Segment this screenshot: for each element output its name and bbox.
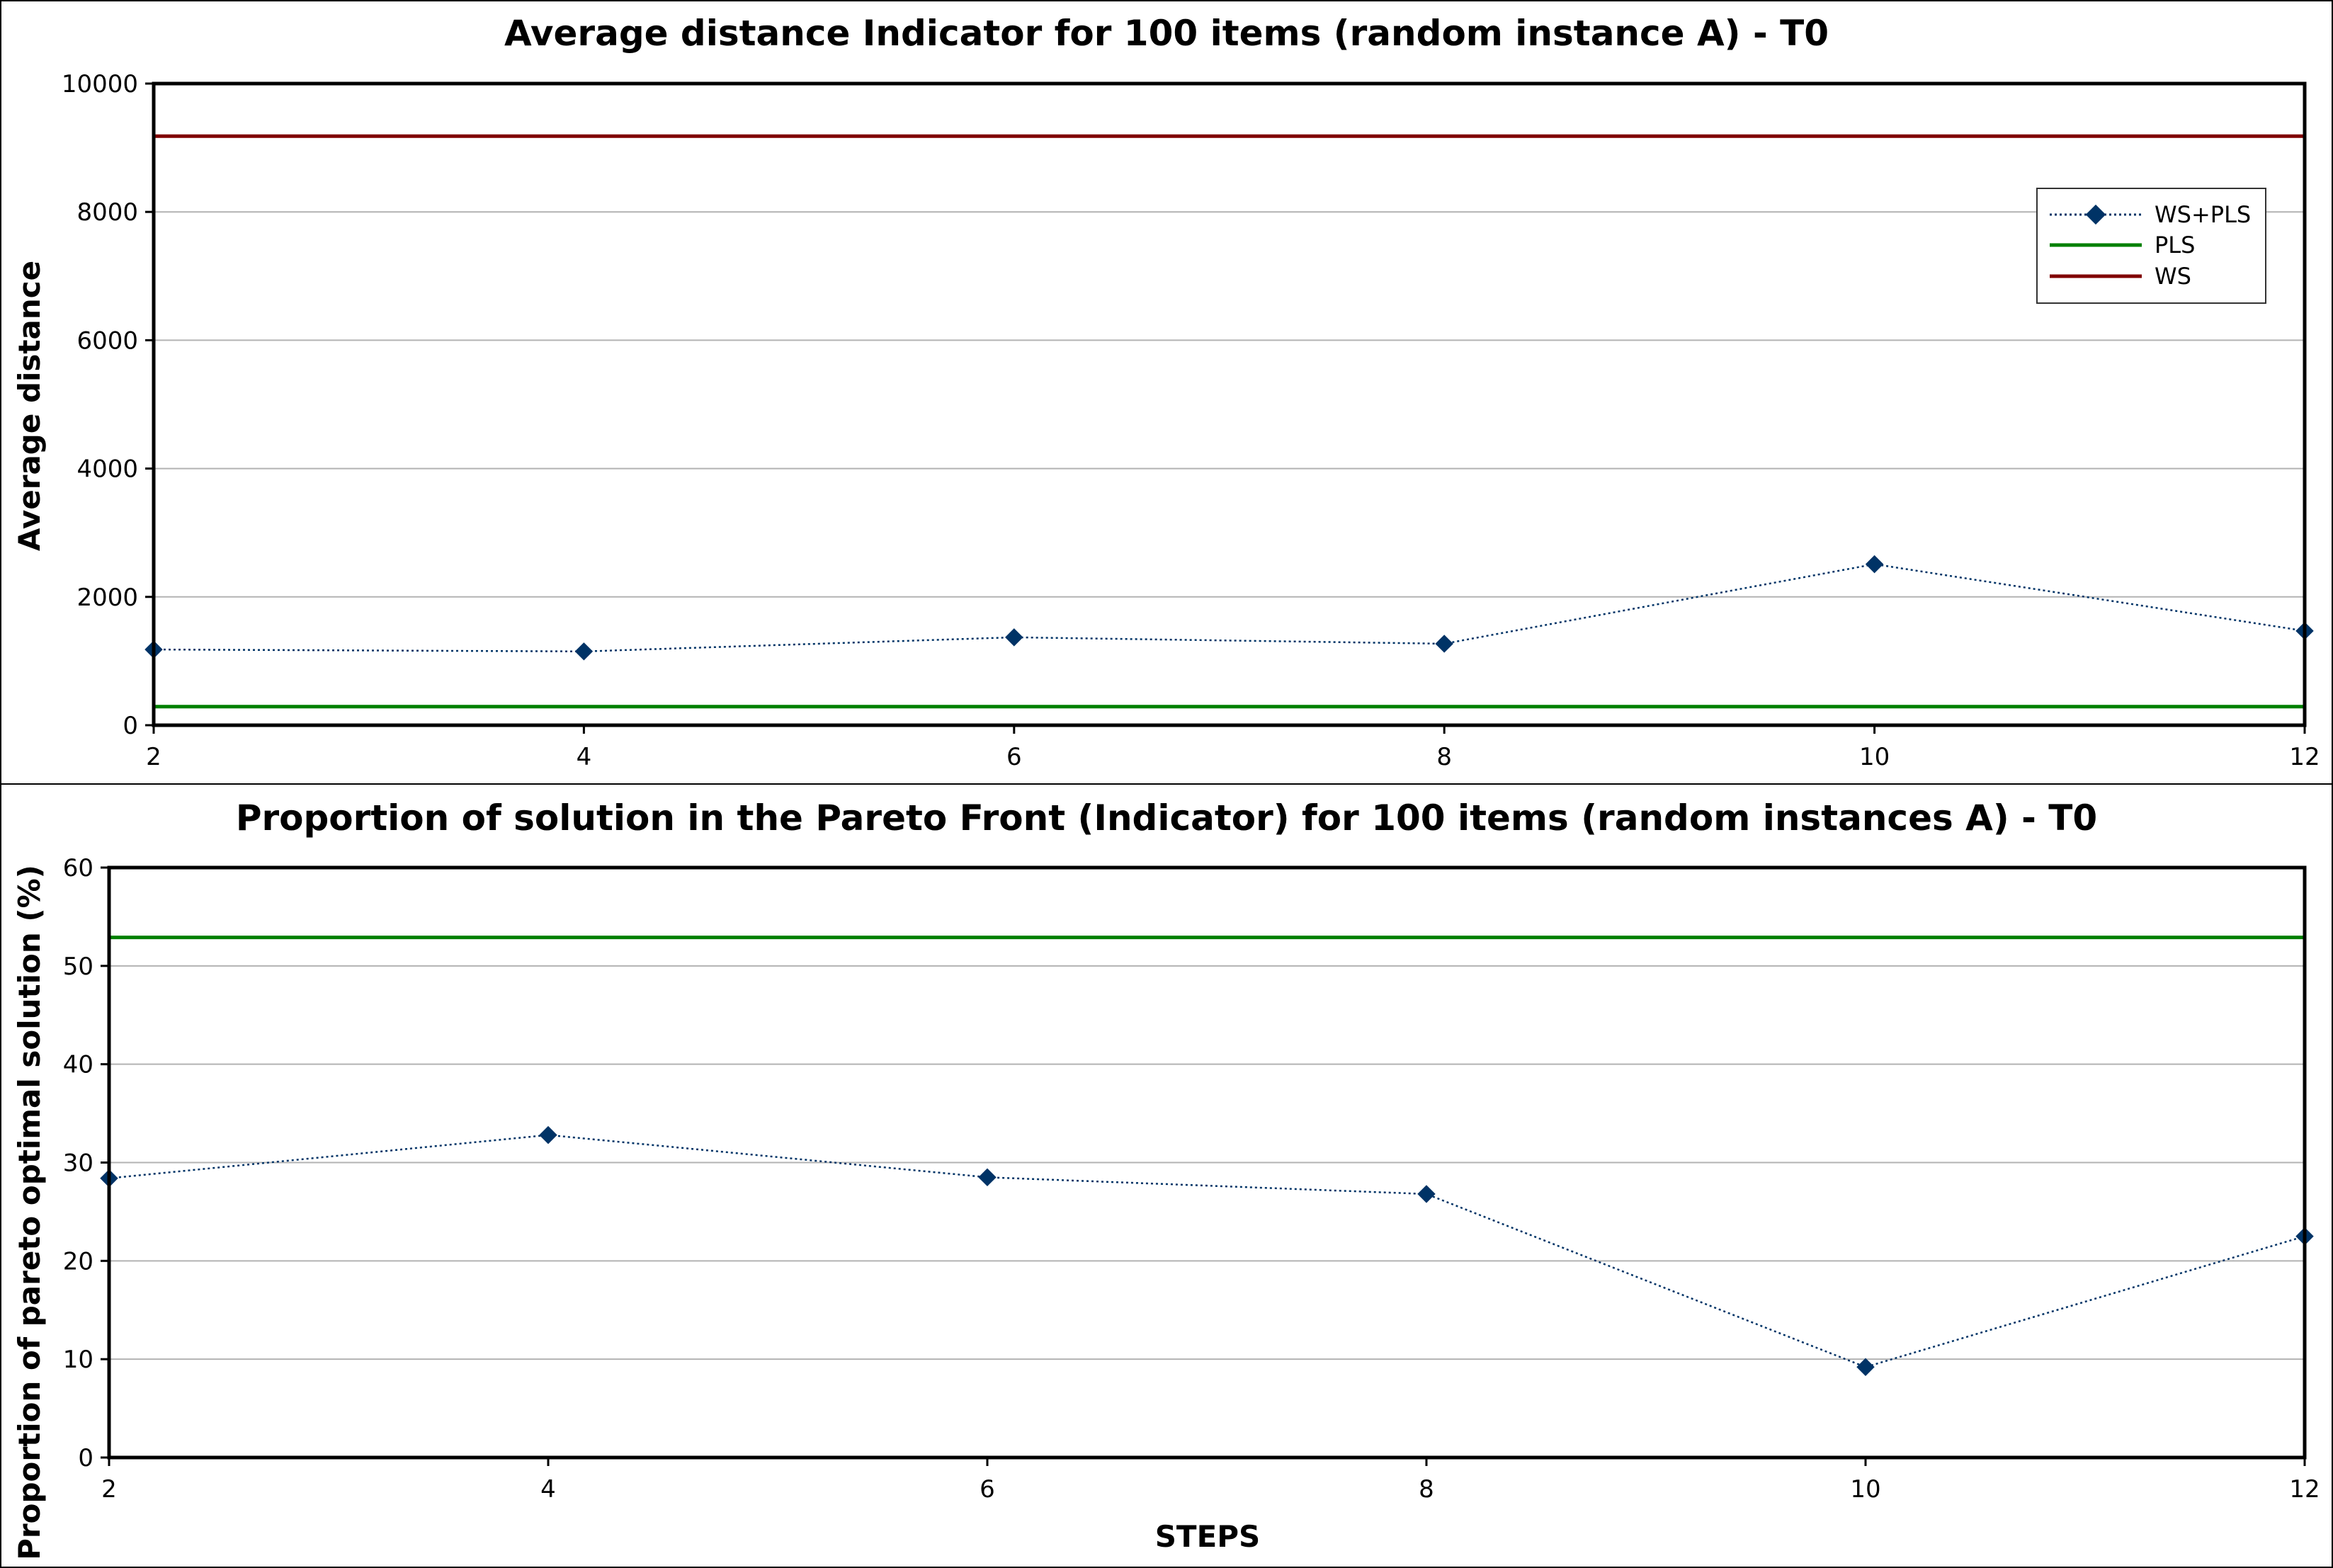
- legend-label-ws: WS: [2155, 263, 2191, 290]
- x-tick-label: 6: [980, 1475, 995, 1504]
- x-tick-label: 8: [1419, 1475, 1434, 1504]
- series-line-ws-pls: [153, 563, 2305, 653]
- y-tick-label: 30: [63, 1149, 93, 1178]
- pareto-proportion-chart: Proportion of solution in the Pareto Fro…: [12, 797, 2320, 1560]
- x-tick-label: 6: [1006, 743, 1022, 771]
- chart-title: Average distance Indicator for 100 items…: [504, 13, 1829, 54]
- data-point-ws-pls: [574, 642, 594, 661]
- x-tick-label: 2: [101, 1475, 117, 1504]
- y-tick-label: 0: [78, 1444, 93, 1472]
- x-tick-label: 10: [1850, 1475, 1880, 1504]
- y-axis-label: Proportion of pareto optimal solution (%…: [12, 865, 47, 1560]
- top-panel-border: [0, 0, 2333, 785]
- y-tick-label: 6000: [76, 326, 138, 355]
- y-tick-label: 0: [123, 712, 138, 740]
- x-tick-label: 4: [540, 1475, 556, 1504]
- y-tick-label: 40: [63, 1051, 93, 1079]
- x-tick-label: 12: [2289, 1475, 2320, 1504]
- y-tick-label: 8000: [76, 198, 138, 227]
- series-line-series-1: [108, 1134, 2305, 1368]
- x-tick-label: 10: [1859, 743, 1890, 771]
- y-tick-label: 20: [63, 1247, 93, 1276]
- y-tick-label: 10000: [62, 70, 138, 98]
- x-tick-label: 4: [577, 743, 592, 771]
- legend: WS+PLS PLS WS: [2036, 188, 2266, 304]
- y-tick-label: 50: [63, 953, 93, 981]
- y-tick-label: 4000: [76, 455, 138, 484]
- x-axis-label: STEPS: [1155, 1519, 1261, 1554]
- legend-marker-ws-pls: [2085, 204, 2106, 225]
- y-tick-label: 10: [63, 1346, 93, 1374]
- x-tick-label: 8: [1436, 743, 1452, 771]
- y-axis-label: Average distance: [12, 261, 47, 551]
- y-tick-label: 2000: [76, 584, 138, 612]
- x-tick-label: 2: [146, 743, 161, 771]
- legend-label-pls: PLS: [2155, 232, 2195, 259]
- x-tick-label: 12: [2289, 743, 2320, 771]
- average-distance-chart: Average distance Indicator for 100 items…: [12, 13, 2320, 771]
- chart-title: Proportion of solution in the Pareto Fro…: [236, 797, 2097, 839]
- bottom-panel-border: [0, 783, 2333, 1568]
- plot-frame: [152, 81, 2307, 727]
- y-tick-label: 60: [63, 854, 93, 882]
- plot-frame: [107, 865, 2307, 1460]
- legend-label-ws-pls: WS+PLS: [2155, 201, 2251, 228]
